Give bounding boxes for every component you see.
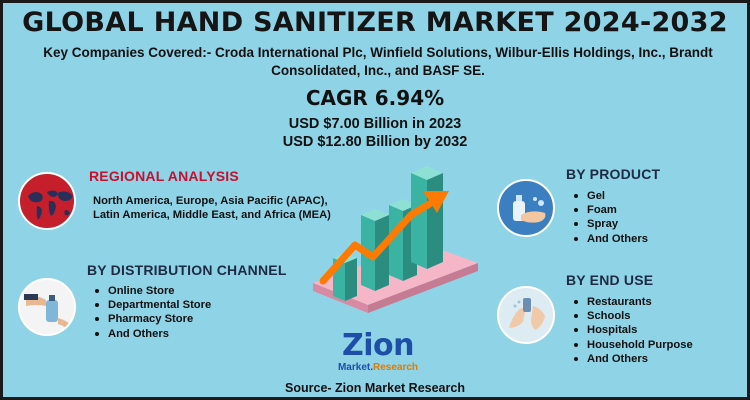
list-item: Online Store (92, 284, 211, 298)
list-item: Household Purpose (571, 338, 693, 352)
growth-chart-illustration (313, 166, 478, 313)
market-value-2023: USD $7.00 Billion in 2023 (288, 116, 462, 132)
list-item: And Others (571, 352, 693, 366)
list-item: And Others (92, 327, 211, 341)
distribution-channel-title: BY DISTRIBUTION CHANNEL (87, 262, 287, 278)
by-end-use-list: Restaurants Schools Hospitals Household … (571, 295, 693, 366)
page-title: GLOBAL HAND SANITIZER MARKET 2024-2032 (22, 7, 728, 38)
list-item: Restaurants (571, 295, 693, 309)
zion-logo-subtitle: Market.Research (337, 362, 419, 373)
list-item: Spray (571, 217, 648, 231)
regional-analysis-text: North America, Europe, Asia Pacific (APA… (93, 195, 331, 222)
cagr-value: CAGR 6.94% (305, 86, 445, 110)
list-item: Schools (571, 309, 693, 323)
logo-sub-research: Research (373, 362, 419, 373)
by-product-title: BY PRODUCT (566, 166, 661, 182)
logo-sub-market: Market (337, 362, 371, 373)
hand-sanitizer-dispenser-icon (18, 278, 76, 336)
market-value-2032: USD $12.80 Billion by 2032 (282, 134, 468, 150)
list-item: And Others (571, 232, 648, 246)
distribution-channel-list: Online Store Departmental Store Pharmacy… (92, 284, 211, 341)
world-map-icon (18, 172, 76, 230)
key-companies: Key Companies Covered:- Croda Internatio… (43, 45, 713, 78)
zion-logo: Zion (341, 328, 415, 363)
list-item: Foam (571, 203, 648, 217)
chart-bar (411, 166, 443, 269)
by-product-list: Gel Foam Spray And Others (571, 189, 648, 246)
list-item: Departmental Store (92, 298, 211, 312)
growth-arrow-icon (319, 191, 449, 285)
hand-washing-icon (497, 179, 555, 237)
by-end-use-title: BY END USE (566, 272, 654, 288)
list-item: Hospitals (571, 323, 693, 337)
source-text: Source- Zion Market Research (285, 381, 465, 395)
list-item: Gel (571, 189, 648, 203)
regional-analysis-title: REGIONAL ANALYSIS (89, 168, 239, 184)
list-item: Pharmacy Store (92, 312, 211, 326)
hand-spray-icon (497, 286, 555, 344)
